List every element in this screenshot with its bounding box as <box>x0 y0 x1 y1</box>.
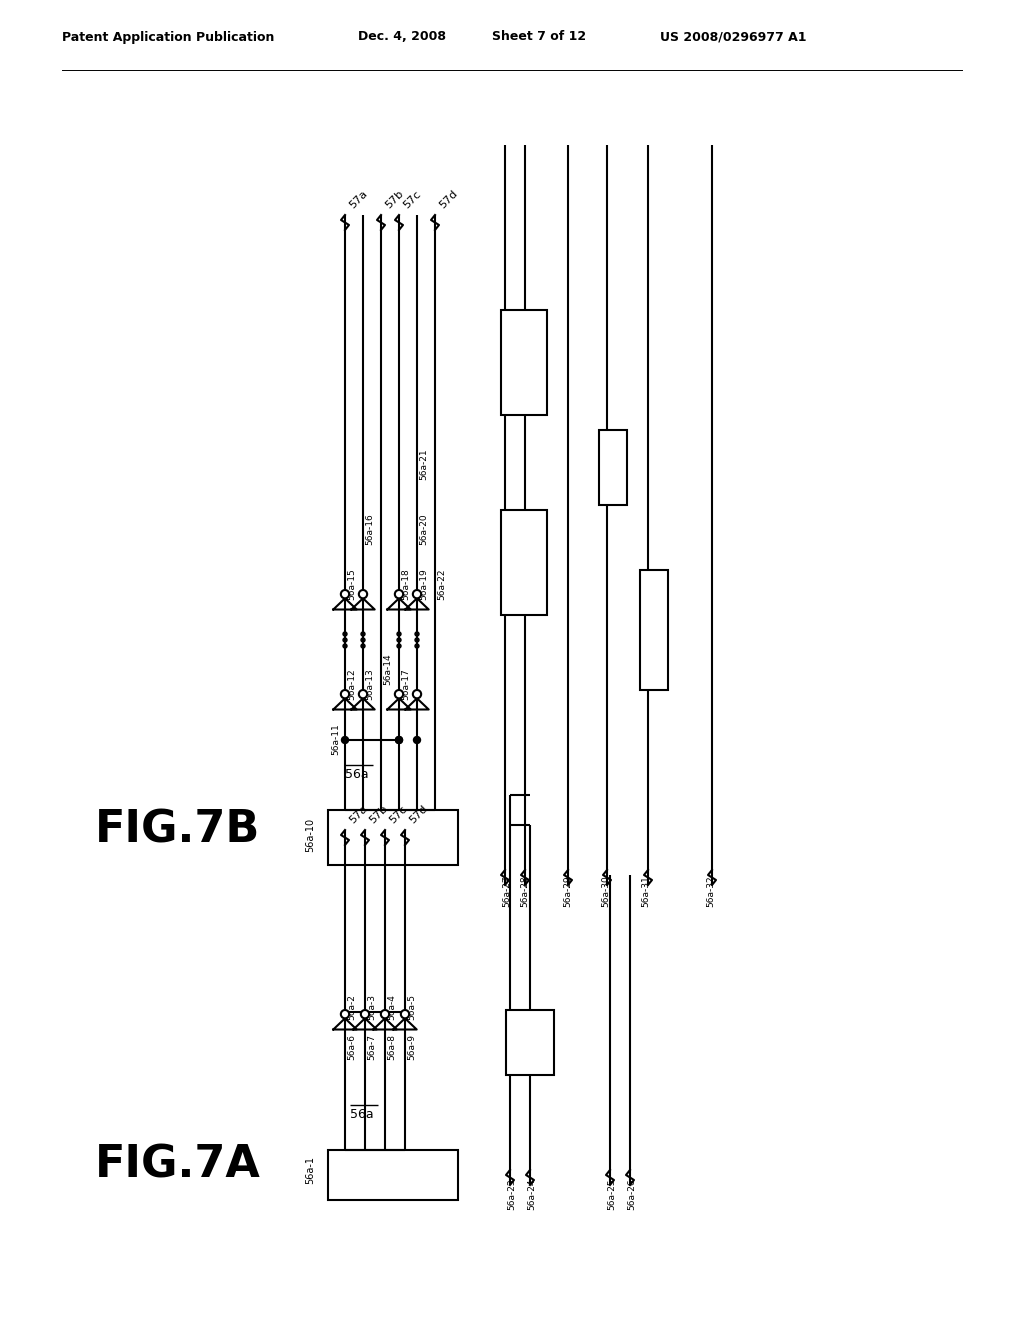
Circle shape <box>358 590 368 598</box>
Text: 56a-8: 56a-8 <box>387 1034 396 1060</box>
Text: 56a-16: 56a-16 <box>365 513 374 545</box>
Text: 56a-5: 56a-5 <box>407 994 416 1020</box>
Text: US 2008/0296977 A1: US 2008/0296977 A1 <box>660 30 807 44</box>
Text: 56a-29: 56a-29 <box>563 875 572 907</box>
Text: 56a: 56a <box>350 1109 374 1122</box>
Text: FIG.7A: FIG.7A <box>95 1143 261 1187</box>
Circle shape <box>395 590 403 598</box>
Circle shape <box>415 638 419 642</box>
Text: 56a-18: 56a-18 <box>401 568 410 601</box>
Text: 56a-7: 56a-7 <box>367 1034 376 1060</box>
Circle shape <box>361 638 365 642</box>
Text: 57a: 57a <box>348 803 370 825</box>
Bar <box>501 310 547 414</box>
Text: 57a: 57a <box>348 187 370 210</box>
Text: 56a-19: 56a-19 <box>419 568 428 601</box>
Bar <box>328 810 458 865</box>
Text: 56a-2: 56a-2 <box>347 994 356 1020</box>
Circle shape <box>397 632 401 636</box>
Text: 56a-25: 56a-25 <box>607 1177 616 1209</box>
Circle shape <box>381 1010 389 1018</box>
Circle shape <box>341 1010 349 1018</box>
Text: 56a-32: 56a-32 <box>706 875 715 907</box>
Circle shape <box>341 590 349 598</box>
Circle shape <box>395 737 402 743</box>
Circle shape <box>343 644 347 648</box>
Circle shape <box>397 638 401 642</box>
Text: 57b: 57b <box>368 803 390 825</box>
Text: Patent Application Publication: Patent Application Publication <box>62 30 274 44</box>
Text: 56a-20: 56a-20 <box>419 513 428 545</box>
Circle shape <box>343 632 347 636</box>
Circle shape <box>413 590 421 598</box>
Text: 57c: 57c <box>402 189 423 210</box>
Text: 56a-30: 56a-30 <box>601 875 610 907</box>
Text: 56a: 56a <box>345 768 369 781</box>
Text: 56a-26: 56a-26 <box>627 1177 636 1209</box>
Text: 56a-28: 56a-28 <box>520 875 529 907</box>
Circle shape <box>400 1010 410 1018</box>
Text: 56a-15: 56a-15 <box>347 568 356 601</box>
Circle shape <box>395 690 403 698</box>
Text: 57b: 57b <box>384 187 406 210</box>
Text: 56a-12: 56a-12 <box>347 668 356 700</box>
Bar <box>599 430 627 506</box>
Circle shape <box>395 737 402 743</box>
Circle shape <box>343 638 347 642</box>
Text: 56a-11: 56a-11 <box>331 723 340 755</box>
Text: 56a-1: 56a-1 <box>305 1156 315 1184</box>
Text: 56a-21: 56a-21 <box>419 449 428 480</box>
Circle shape <box>360 1010 370 1018</box>
Text: Sheet 7 of 12: Sheet 7 of 12 <box>492 30 586 44</box>
Circle shape <box>341 737 348 743</box>
Bar <box>501 510 547 615</box>
Text: 57d: 57d <box>438 187 460 210</box>
Circle shape <box>361 644 365 648</box>
Circle shape <box>414 737 421 743</box>
Text: 56a-23: 56a-23 <box>507 1177 516 1209</box>
Text: 57d: 57d <box>408 803 430 825</box>
Circle shape <box>358 690 368 698</box>
Circle shape <box>397 644 401 648</box>
Circle shape <box>415 644 419 648</box>
Text: 56a-31: 56a-31 <box>641 875 650 907</box>
Text: 56a-24: 56a-24 <box>527 1177 536 1209</box>
Text: Dec. 4, 2008: Dec. 4, 2008 <box>358 30 446 44</box>
Text: 56a-9: 56a-9 <box>407 1034 416 1060</box>
Text: 56a-6: 56a-6 <box>347 1034 356 1060</box>
Circle shape <box>415 632 419 636</box>
Circle shape <box>413 690 421 698</box>
Circle shape <box>341 690 349 698</box>
Text: 56a-22: 56a-22 <box>437 569 446 601</box>
Text: 56a-10: 56a-10 <box>305 818 315 853</box>
Bar <box>506 1010 554 1074</box>
Text: 56a-27: 56a-27 <box>502 875 511 907</box>
Text: 57c: 57c <box>388 804 410 825</box>
Text: 56a-4: 56a-4 <box>387 994 396 1020</box>
Text: 56a-13: 56a-13 <box>365 668 374 700</box>
Text: 56a-14: 56a-14 <box>383 653 392 685</box>
Text: 56a-3: 56a-3 <box>367 994 376 1020</box>
Bar <box>328 1150 458 1200</box>
Text: 56a-17: 56a-17 <box>401 668 410 700</box>
Circle shape <box>361 632 365 636</box>
Bar <box>640 570 668 690</box>
Text: FIG.7B: FIG.7B <box>95 808 260 851</box>
